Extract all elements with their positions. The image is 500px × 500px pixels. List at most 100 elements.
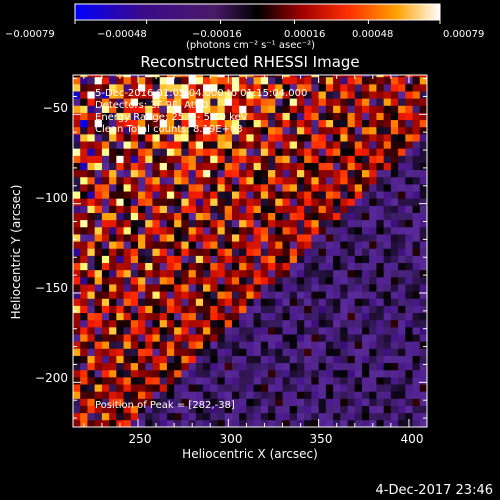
heatmap-cell	[340, 148, 348, 156]
heatmap-cell	[210, 119, 218, 128]
heatmap-cell	[405, 341, 413, 349]
heatmap-cell	[260, 241, 269, 249]
heatmap-cell	[231, 234, 240, 242]
heatmap-cell	[73, 176, 81, 185]
heatmap-cell	[145, 276, 153, 285]
heatmap-cell	[398, 391, 406, 399]
heatmap-cell	[130, 234, 139, 242]
heatmap-cell	[94, 76, 103, 85]
heatmap-cell	[419, 75, 427, 78]
heatmap-cell	[260, 369, 269, 378]
heatmap-cell	[181, 241, 189, 249]
heatmap-cell	[210, 326, 218, 335]
heatmap-cell	[87, 169, 96, 178]
heatmap-cell	[239, 91, 247, 99]
heatmap-cell	[268, 419, 276, 427]
heatmap-cell	[174, 183, 182, 192]
heatmap-cell	[217, 362, 226, 371]
heatmap-cell	[296, 291, 305, 299]
heatmap-cell	[311, 355, 320, 364]
heatmap-cell	[347, 133, 356, 142]
heatmap-cell	[383, 412, 392, 421]
heatmap-cell	[80, 83, 88, 92]
heatmap-cell	[419, 269, 427, 278]
heatmap-cell	[224, 176, 233, 185]
heatmap-cell	[123, 83, 132, 92]
heatmap-cell	[383, 276, 392, 285]
heatmap-cell	[361, 112, 370, 121]
heatmap-cell	[390, 126, 399, 135]
heatmap-cell	[398, 355, 406, 364]
heatmap-cell	[398, 112, 406, 121]
heatmap-cell	[210, 284, 218, 292]
heatmap-cell	[166, 234, 175, 242]
heatmap-cell	[361, 119, 370, 128]
heatmap-cell	[195, 276, 204, 285]
heatmap-cell	[195, 226, 204, 235]
heatmap-cell	[166, 241, 175, 249]
heatmap-cell	[239, 312, 247, 321]
heatmap-cell	[188, 312, 197, 321]
heatmap-cell	[231, 355, 240, 364]
heatmap-cell	[94, 369, 103, 378]
heatmap-cell	[138, 141, 146, 149]
heatmap-cell	[138, 155, 146, 163]
heatmap-cell	[73, 398, 81, 406]
heatmap-cell	[405, 112, 413, 121]
heatmap-cell	[210, 348, 218, 356]
heatmap-cell	[390, 119, 399, 128]
heatmap-cell	[383, 341, 392, 349]
heatmap-cell	[268, 112, 276, 121]
heatmap-cell	[73, 183, 81, 192]
heatmap-cell	[116, 248, 124, 256]
heatmap-cell	[195, 391, 204, 399]
heatmap-cell	[145, 326, 153, 335]
heatmap-cell	[340, 176, 348, 185]
heatmap-cell	[246, 376, 255, 385]
heatmap-cell	[181, 376, 189, 385]
heatmap-cell	[80, 334, 88, 342]
heatmap-cell	[354, 234, 363, 242]
heatmap-cell	[123, 212, 132, 221]
heatmap-cell	[318, 384, 327, 392]
heatmap-cell	[419, 312, 427, 321]
heatmap-cell	[419, 119, 427, 128]
heatmap-cell	[412, 405, 421, 414]
heatmap-cell	[354, 98, 363, 106]
heatmap-cell	[325, 155, 334, 163]
heatmap-cell	[73, 369, 81, 378]
heatmap-cell	[412, 176, 421, 185]
heatmap-cell	[231, 384, 240, 392]
heatmap-cell	[174, 162, 182, 171]
heatmap-cell	[398, 305, 406, 314]
heatmap-cell	[383, 405, 392, 414]
heatmap-cell	[188, 155, 197, 163]
heatmap-cell	[116, 83, 124, 92]
heatmap-cell	[275, 155, 283, 163]
heatmap-cell	[109, 126, 117, 135]
heatmap-cell	[152, 369, 161, 378]
heatmap-cell	[282, 376, 291, 385]
heatmap-cell	[210, 269, 218, 278]
heatmap-cell	[145, 91, 153, 99]
heatmap-cell	[166, 162, 175, 171]
heatmap-cell	[325, 269, 334, 278]
heatmap-cell	[260, 98, 269, 106]
heatmap-cell	[318, 412, 327, 421]
heatmap-cell	[239, 369, 247, 378]
heatmap-cell	[101, 141, 110, 149]
heatmap-cell	[195, 319, 204, 328]
heatmap-cell	[166, 355, 175, 364]
heatmap-cell	[311, 334, 320, 342]
heatmap-cell	[325, 83, 334, 92]
heatmap-cell	[123, 376, 132, 385]
heatmap-cell	[224, 276, 233, 285]
heatmap-cell	[369, 205, 377, 213]
heatmap-cell	[340, 262, 348, 271]
heatmap-cell	[188, 112, 197, 121]
colorbar-unit-label: (photons cm⁻² s⁻¹ asec⁻²)	[186, 40, 315, 51]
heatmap-cell	[246, 319, 255, 328]
heatmap-cell	[94, 419, 103, 427]
heatmap-cell	[347, 83, 356, 92]
heatmap-cell	[369, 398, 377, 406]
